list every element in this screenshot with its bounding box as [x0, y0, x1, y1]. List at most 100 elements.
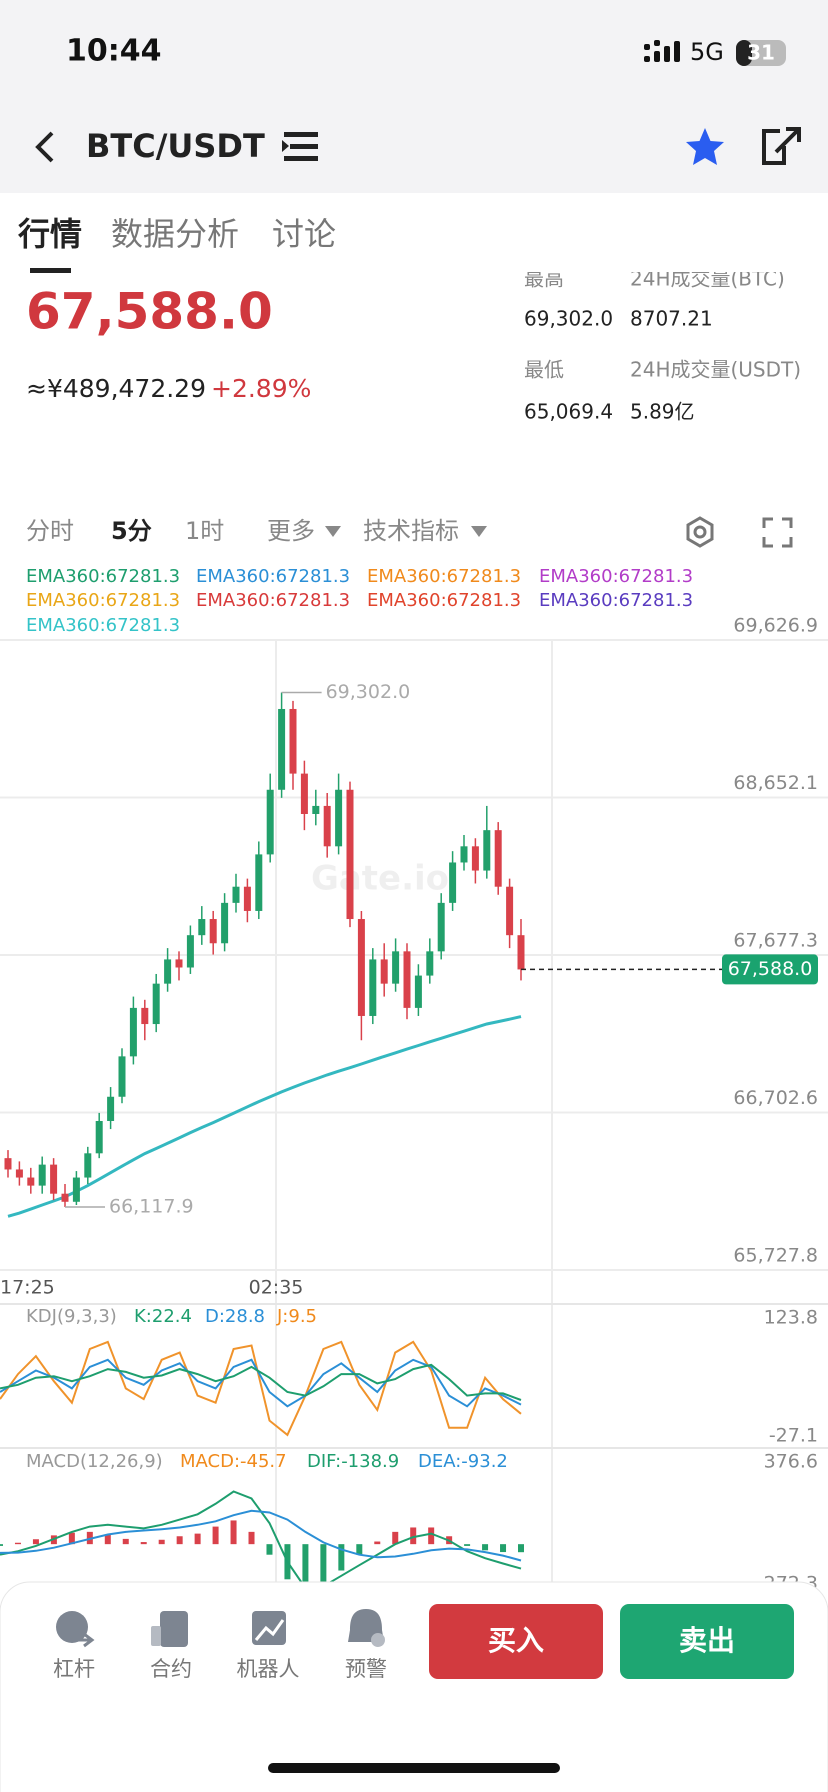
series-line — [7, 1015, 522, 1218]
y-tick-label: -27.1 — [769, 1425, 818, 1447]
candle-body — [437, 902, 445, 952]
candle-body — [15, 1169, 23, 1178]
battery-level — [736, 40, 752, 66]
candle-body — [357, 919, 365, 1016]
macd-bar — [122, 1538, 129, 1545]
tab[interactable]: 行情 — [18, 215, 82, 253]
buy-button[interactable] — [429, 1604, 603, 1679]
candle-body — [300, 773, 308, 815]
macd-bar — [32, 1539, 39, 1545]
candle-body — [449, 862, 457, 903]
ema-legend-item: EMA360:67281.3 — [26, 590, 180, 611]
nav-item[interactable]: 杠杆 — [53, 1611, 95, 1681]
battery-text: 31 — [747, 41, 775, 65]
dropdown-arrow — [471, 526, 487, 537]
candle-body — [186, 935, 194, 968]
x-tick-label: 17:25 — [0, 1277, 55, 1299]
stat-value: 5.89亿 — [630, 400, 695, 424]
candle-body — [312, 805, 320, 815]
candle-body — [38, 1164, 46, 1186]
change: +2.89% — [211, 374, 311, 403]
settings-button[interactable] — [686, 516, 714, 548]
macd-bar — [158, 1539, 165, 1545]
x-tick-label: 02:35 — [249, 1277, 304, 1299]
candle-body — [483, 830, 491, 871]
candle-body — [266, 789, 274, 855]
interval[interactable]: 技术指标 — [363, 517, 459, 545]
sell-button[interactable] — [620, 1604, 794, 1679]
tab-bar — [0, 193, 828, 272]
interval[interactable]: 5分 — [111, 517, 152, 545]
stat-label: 24H成交量(USDT) — [630, 358, 801, 382]
macd-bar — [374, 1541, 381, 1545]
nav-item[interactable]: 预警 — [345, 1609, 387, 1681]
nav-label: 合约 — [150, 1657, 192, 1681]
candle-body — [152, 983, 160, 1025]
sell-label: 卖出 — [679, 1624, 735, 1657]
bottom-bar: 杠杆 合约 机器人 预警 买入 卖出 — [0, 1581, 828, 1792]
candle-body — [129, 1007, 137, 1057]
candle-body — [255, 854, 263, 911]
favorite-button[interactable] — [686, 128, 724, 165]
candle-body — [141, 1007, 149, 1025]
macd-bar — [266, 1544, 273, 1555]
indicator-legend: DIF:-138.9 — [307, 1451, 399, 1472]
pair-list-button[interactable] — [282, 132, 318, 161]
candle-body — [95, 1120, 103, 1154]
ticker: 67,588.0 ≈¥489,472.29 +2.89% 最高 24H成交量(B… — [26, 267, 801, 424]
nav-label: 预警 — [345, 1657, 387, 1681]
interval[interactable]: 更多 — [267, 517, 315, 545]
macd-bar — [248, 1531, 255, 1545]
nav-label: 杠杆 — [53, 1657, 95, 1681]
interval[interactable]: 分时 — [26, 517, 74, 545]
nav-icon — [371, 1633, 385, 1647]
series-line — [0, 1358, 522, 1408]
candle-body — [278, 708, 286, 790]
candle-body — [289, 708, 297, 774]
candle-body — [414, 975, 422, 1008]
y-tick-label: 68,652.1 — [733, 772, 818, 794]
interval[interactable]: 1时 — [185, 517, 224, 545]
candle-body — [72, 1177, 80, 1202]
candle-body — [380, 959, 388, 984]
charts: 65,727.8 66,702.6 67,677.3 68,652.1 69,626.9… — [0, 615, 828, 1595]
nav-item[interactable]: 合约 — [150, 1611, 192, 1681]
candle-body — [460, 846, 468, 863]
nav-item[interactable]: 机器人 — [237, 1611, 300, 1681]
ema-legend-item: EMA360:67281.3 — [26, 566, 180, 587]
back-button[interactable] — [35, 131, 54, 163]
pair-title: BTC/USDT — [86, 127, 265, 165]
marker-label: 66,117.9 — [109, 1195, 194, 1217]
macd-bar — [14, 1542, 21, 1545]
macd-bar — [464, 1544, 471, 1546]
tab[interactable]: 讨论 — [272, 215, 336, 253]
candle-body — [175, 959, 183, 968]
series-line — [0, 1340, 522, 1437]
nav-icon — [160, 1611, 188, 1647]
stat-label: 最低 — [524, 358, 564, 382]
indicator-legend: J:9.5 — [276, 1306, 317, 1327]
macd-bar — [230, 1520, 237, 1545]
candle-body — [198, 919, 206, 936]
last-price-tag — [722, 954, 818, 985]
candle-body — [107, 1096, 115, 1121]
indicator-legend: MACD:-45.7 — [180, 1451, 287, 1472]
header-bg — [0, 0, 828, 193]
stat-value: 69,302.0 — [524, 307, 613, 331]
series-line — [0, 1509, 522, 1562]
tab[interactable]: 数据分析 — [111, 215, 239, 253]
candle-body — [471, 846, 479, 871]
ema-legend-item: EMA360:67281.3 — [367, 566, 521, 587]
candle-body — [84, 1153, 92, 1178]
share-button[interactable] — [762, 127, 801, 165]
ema-legend-item: EMA360:67281.3 — [196, 590, 350, 611]
y-tick-label: 69,626.9 — [733, 615, 818, 637]
nav-icon — [151, 1626, 161, 1646]
candle-body — [494, 830, 502, 887]
macd-bar — [0, 1544, 3, 1546]
fullscreen-button[interactable] — [762, 517, 793, 548]
ema-legend-item: EMA360:67281.3 — [539, 566, 693, 587]
candle-body — [392, 951, 400, 984]
